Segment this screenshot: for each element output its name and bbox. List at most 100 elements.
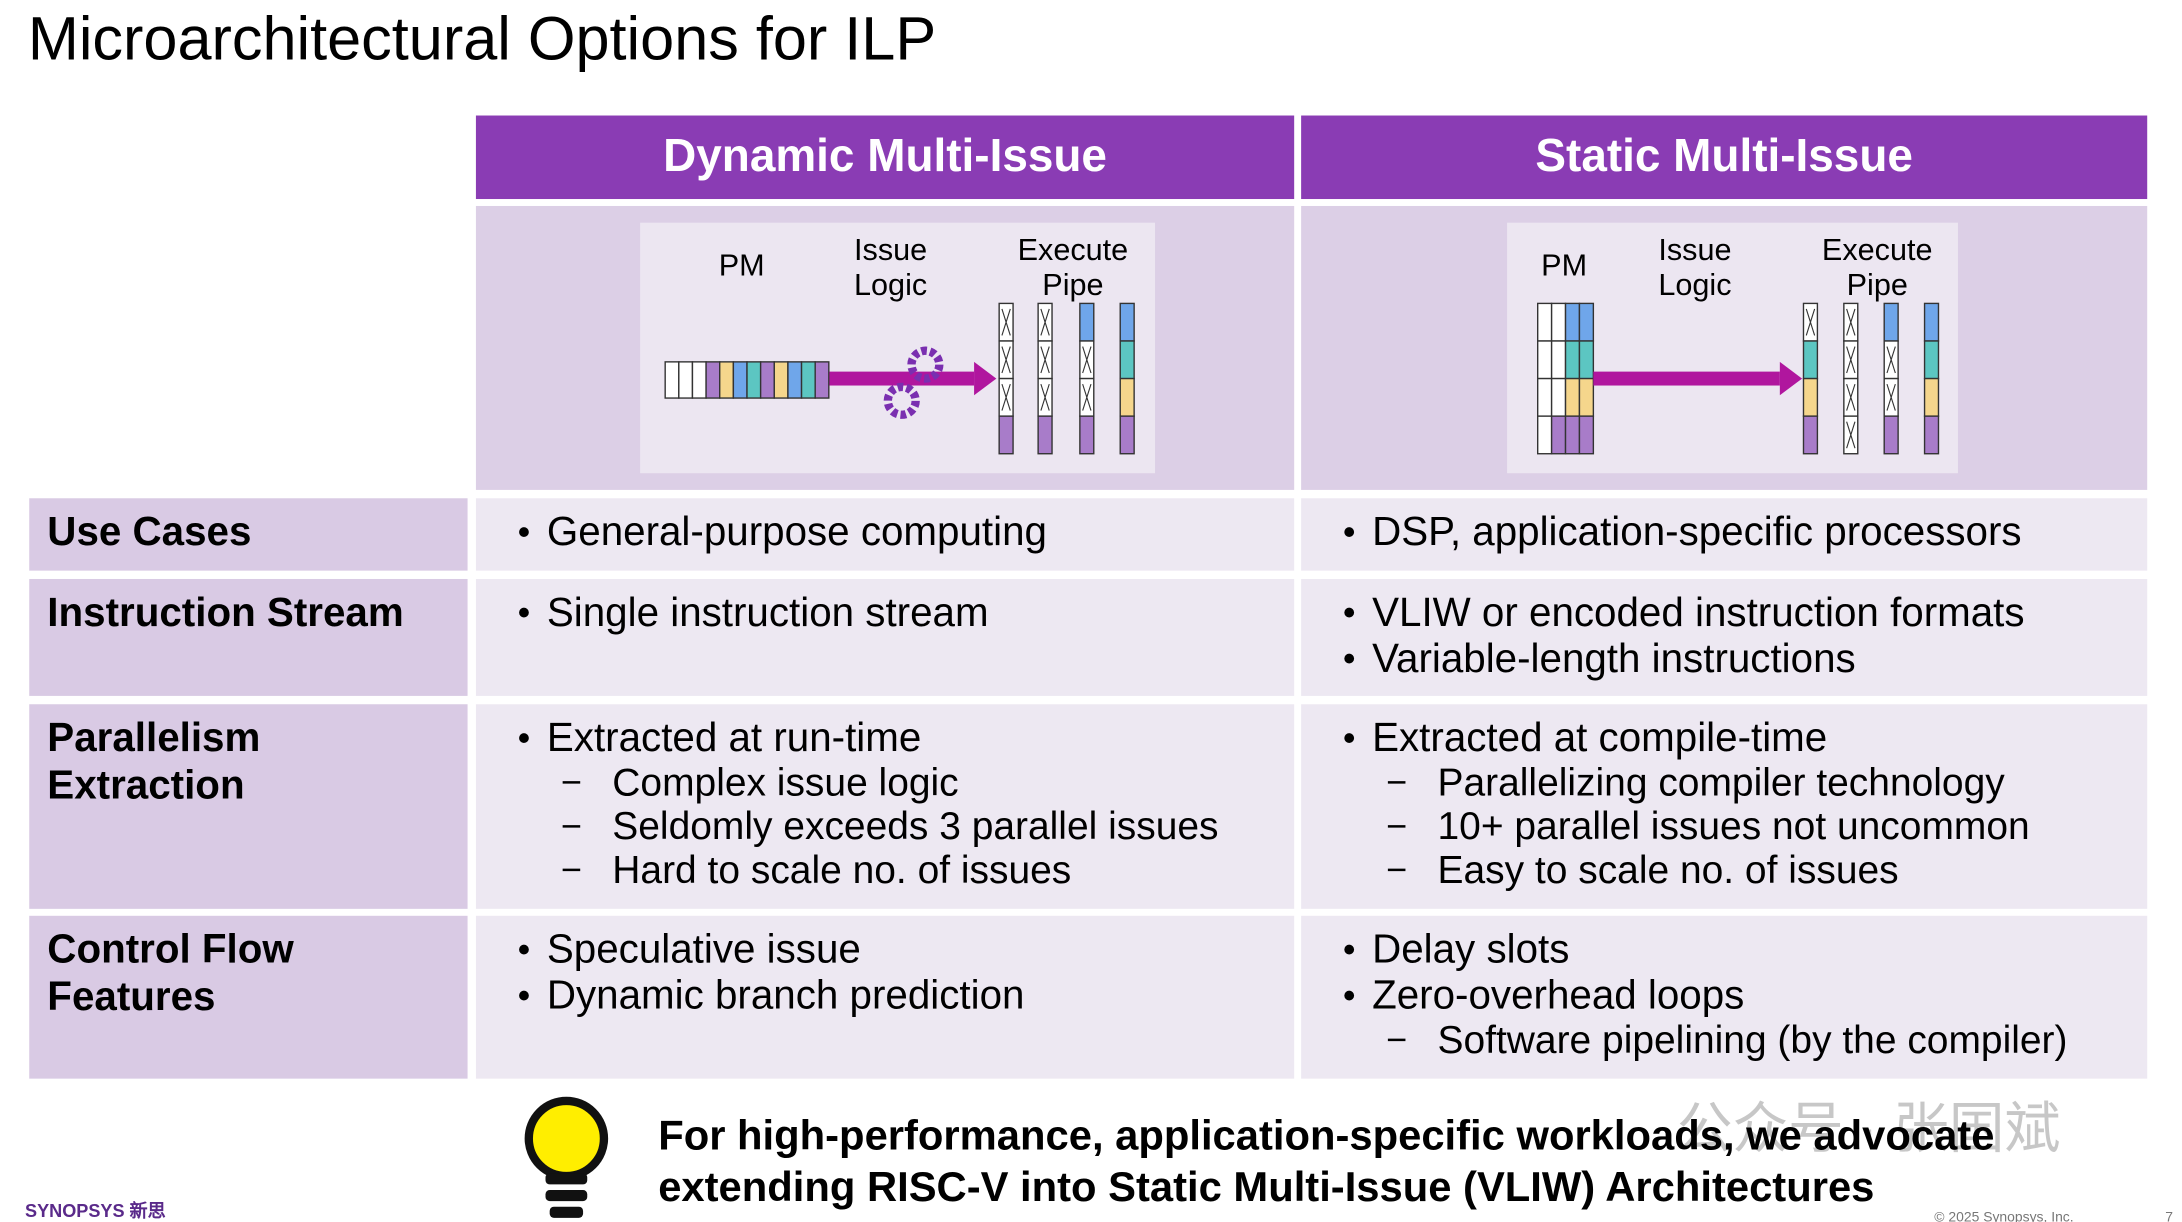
pipe-stage (1923, 377, 1940, 417)
pm-slot (1537, 377, 1553, 417)
pipe-stage (1923, 340, 1940, 380)
pipe-x (1040, 383, 1050, 411)
callout-text: For high-performance, application-specif… (658, 1112, 1994, 1159)
issue-arrowhead (974, 361, 997, 396)
bullet-marker: • (518, 592, 531, 633)
pipe-stage (1079, 302, 1095, 342)
watermark: 公众号 · 张国斌 (1677, 1098, 2060, 1160)
pm-slot (1550, 302, 1567, 342)
bullet-text: Dynamic branch prediction (547, 972, 1025, 1018)
sub-marker: − (561, 849, 582, 890)
diagram-label: Issue (854, 233, 927, 267)
pipe-stage (1119, 415, 1135, 455)
content-cell (475, 915, 1295, 1079)
sub-text: Software pipelining (by the compiler) (1438, 1019, 2068, 1062)
queue-slot (705, 361, 721, 399)
diagram-label: Issue (1658, 233, 1731, 267)
header-cell (1301, 115, 2148, 200)
row-label: Parallelism (47, 714, 260, 760)
slide-title: Microarchitectural Options for ILP (28, 4, 936, 72)
pipe-x (1846, 308, 1856, 336)
sub-text: Easy to scale no. of issues (1438, 849, 1899, 892)
queue-slot (664, 361, 680, 399)
queue-slot (719, 361, 735, 399)
diagram-label: PM (1541, 248, 1587, 282)
pm-slot (1537, 340, 1553, 380)
pipe-stage (1883, 302, 1899, 342)
pm-slot (1578, 340, 1595, 380)
pipe-stage (1802, 377, 1819, 417)
diagram-panel (640, 222, 1156, 474)
bullet-text: Delay slots (1372, 926, 1569, 972)
gear (907, 346, 944, 383)
pm-slot (1564, 340, 1581, 380)
queue-slot (678, 361, 694, 399)
pm-slot (1564, 415, 1581, 455)
bullet-marker: • (1343, 592, 1356, 633)
queue-slot (732, 361, 748, 399)
bullet-text: Single instruction stream (547, 589, 989, 635)
queue-slot (773, 361, 789, 399)
pipe-stage (1037, 415, 1053, 455)
bullet-marker: • (518, 929, 531, 970)
sub-marker: − (1386, 805, 1407, 846)
pipe-stage (1802, 340, 1819, 380)
pm-slot (1537, 302, 1553, 342)
pipe-x (1001, 308, 1011, 336)
sub-text: Hard to scale no. of issues (612, 849, 1071, 892)
sub-text: Complex issue logic (612, 761, 958, 804)
bullet-marker: • (1343, 974, 1356, 1015)
bullet-text: Variable-length instructions (1372, 635, 1856, 681)
queue-slot (787, 361, 803, 399)
content-cell (1301, 578, 2148, 696)
footer-copyright: © 2025 Synopsys, Inc. (1934, 1208, 2073, 1222)
sub-marker: − (1386, 1019, 1407, 1060)
row-label: Instruction Stream (47, 589, 403, 635)
pipe-x (1040, 308, 1050, 336)
pipe-stage (1119, 377, 1135, 417)
pm-slot (1550, 377, 1567, 417)
pm-slot (1537, 415, 1553, 455)
bullet-marker: • (1343, 511, 1356, 552)
pipe-x (1846, 383, 1856, 411)
bullet-marker: • (1343, 717, 1356, 758)
row-label: Extraction (47, 761, 244, 807)
pm-slot (1550, 340, 1567, 380)
bullet-text: Speculative issue (547, 926, 861, 972)
callout-text: extending RISC-V into Static Multi-Issue… (658, 1163, 1874, 1210)
pipe-x (1886, 383, 1896, 411)
bullet-marker: • (518, 974, 531, 1015)
pm-slot (1564, 377, 1581, 417)
diagram-label: PM (719, 248, 765, 282)
sub-marker: − (561, 762, 582, 803)
row-label-cell (29, 578, 468, 696)
row-label: Features (47, 973, 215, 1019)
pipe-stage (1883, 415, 1899, 455)
row-label: Control Flow (47, 926, 294, 972)
diagram-label: Logic (854, 268, 927, 302)
pipe-x (1846, 421, 1856, 449)
pipe-x (1805, 308, 1816, 336)
pipe-x (1082, 346, 1092, 374)
row-label: Use Cases (47, 508, 251, 554)
bullet-text: VLIW or encoded instruction formats (1372, 589, 2024, 635)
queue-slot (746, 361, 762, 399)
pipe-stage (1119, 302, 1135, 342)
pm-slot (1578, 377, 1595, 417)
footer-logo: SYNOPSYS 新思 (25, 1200, 166, 1221)
row-label-cell (29, 915, 468, 1079)
sub-marker: − (1386, 762, 1407, 803)
bullet-marker: • (518, 511, 531, 552)
row-label-cell (29, 498, 468, 571)
bullet-text: Extracted at run-time (547, 714, 921, 760)
content-cell (475, 578, 1295, 696)
gear (883, 382, 920, 419)
pipe-x (1082, 383, 1092, 411)
pipe-x (1001, 346, 1011, 374)
pipe-stage (1802, 415, 1819, 455)
pm-slot (1578, 302, 1595, 342)
bullet-text: Extracted at compile-time (1372, 714, 1827, 760)
pipe-stage (1923, 415, 1940, 455)
pipe-x (1040, 346, 1050, 374)
